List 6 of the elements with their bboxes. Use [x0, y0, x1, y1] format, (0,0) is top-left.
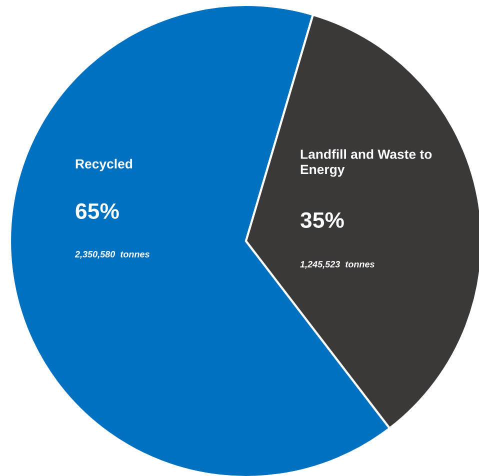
text: 2,350,580 tonnes [74, 251, 150, 259]
slice-label: Landfill and Waste to Energy [300, 149, 432, 177]
data-label: 35% [300, 212, 344, 228]
text: 1,245,523 tonnes [300, 261, 374, 269]
slice-label: Recycled [76, 158, 132, 172]
data-label: 65% [76, 203, 119, 219]
